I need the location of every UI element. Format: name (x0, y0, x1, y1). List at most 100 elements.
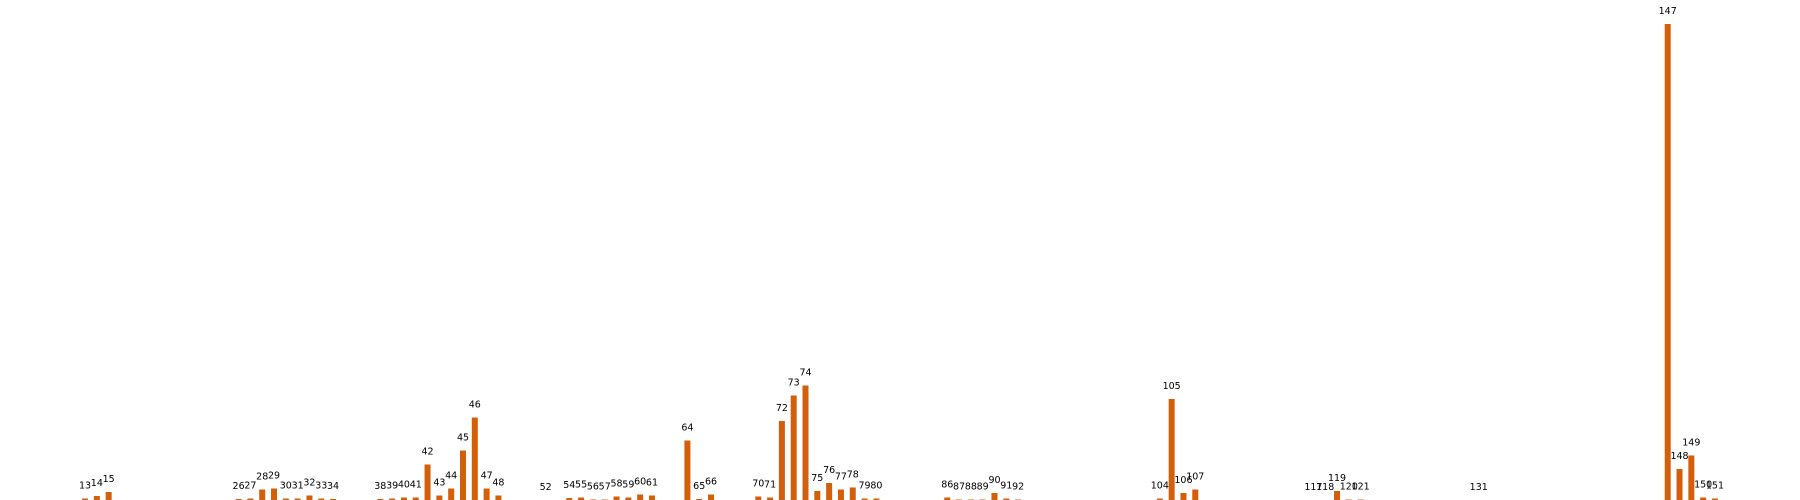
bar (578, 497, 585, 500)
bar-label: 89 (977, 482, 989, 493)
bar (105, 492, 112, 500)
bar (625, 497, 632, 500)
bar-label: 150 (1694, 480, 1712, 491)
bar (306, 495, 313, 500)
bar-label: 27 (244, 481, 256, 492)
bar (1192, 489, 1199, 500)
bar (271, 488, 278, 500)
bar-label: 151 (1706, 481, 1724, 492)
bar (424, 464, 431, 500)
bar (755, 496, 762, 500)
bar (802, 385, 809, 500)
bar-label: 48 (492, 478, 504, 489)
bar-label: 59 (622, 480, 634, 491)
bar-label: 29 (268, 471, 280, 482)
bar-label: 131 (1470, 482, 1488, 493)
bar (1711, 498, 1718, 500)
bar-label: 31 (292, 481, 304, 492)
bar-label: 79 (859, 481, 871, 492)
bar-label: 60 (634, 477, 646, 488)
bar-label: 120 (1340, 482, 1358, 493)
bar-label: 76 (823, 465, 835, 476)
bar-label: 47 (481, 471, 493, 482)
bar-label: 87 (953, 482, 965, 493)
bar-label: 88 (965, 482, 977, 493)
bar-label: 91 (1000, 481, 1012, 492)
bar-label: 26 (233, 481, 245, 492)
bar-label: 43 (433, 478, 445, 489)
bar-label: 104 (1151, 481, 1169, 492)
bar (318, 498, 325, 500)
bar (294, 498, 301, 500)
bar-label: 54 (563, 480, 575, 491)
bar (1664, 24, 1671, 500)
bar (684, 440, 691, 500)
bar-label: 14 (91, 478, 103, 489)
bar (944, 497, 951, 500)
bar-label: 71 (764, 480, 776, 491)
bar-label: 15 (103, 474, 115, 485)
bar (778, 421, 785, 500)
bar-label: 58 (610, 479, 622, 490)
bar (873, 498, 880, 500)
bar (826, 483, 833, 500)
bar (1334, 491, 1341, 500)
bar (483, 488, 490, 500)
bar-label: 30 (280, 481, 292, 492)
bar (1688, 455, 1695, 500)
bar-label: 119 (1328, 473, 1346, 484)
bar-label: 92 (1012, 482, 1024, 493)
bar (389, 498, 396, 500)
bar (991, 493, 998, 500)
bar (837, 489, 844, 500)
bar-label: 75 (811, 473, 823, 484)
bar (459, 450, 466, 500)
bar-label: 39 (386, 481, 398, 492)
bar-label: 77 (835, 472, 847, 483)
bar-label: 42 (422, 447, 434, 458)
bar (1180, 493, 1187, 500)
bar-label: 78 (847, 470, 859, 481)
bar (637, 494, 644, 500)
bar (849, 487, 856, 500)
bar-label: 73 (788, 378, 800, 389)
bar-label: 55 (575, 480, 587, 491)
bar-label: 64 (681, 423, 693, 434)
bar-label: 118 (1316, 482, 1334, 493)
bar (259, 489, 266, 500)
bar (412, 497, 419, 500)
bar-label: 86 (941, 480, 953, 491)
bar (247, 498, 254, 500)
bar (790, 395, 797, 500)
bar-label: 117 (1304, 482, 1322, 493)
bar-label: 46 (469, 400, 481, 411)
bar (1676, 469, 1683, 500)
bar (436, 495, 443, 500)
bar (82, 498, 89, 500)
bar (1156, 498, 1163, 500)
bar (613, 496, 620, 500)
bar-label: 72 (776, 403, 788, 414)
bar-label: 33 (315, 481, 327, 492)
bar (1700, 497, 1707, 500)
bar-label: 74 (799, 368, 811, 379)
bar-label: 56 (587, 482, 599, 493)
bar-label: 34 (327, 481, 339, 492)
bar-label: 121 (1352, 482, 1370, 493)
bar (814, 491, 821, 500)
bar (708, 494, 715, 500)
bar-label: 28 (256, 472, 268, 483)
bar (648, 495, 655, 500)
bar-label: 61 (646, 478, 658, 489)
bar-label: 105 (1163, 381, 1181, 392)
bar-label: 80 (870, 481, 882, 492)
bar-label: 106 (1174, 475, 1192, 486)
bar-label: 57 (599, 482, 611, 493)
bar-label: 147 (1659, 6, 1677, 17)
bar (566, 498, 573, 500)
bar (282, 498, 289, 500)
bar (448, 488, 455, 500)
bar (495, 495, 502, 500)
bar (400, 497, 407, 500)
